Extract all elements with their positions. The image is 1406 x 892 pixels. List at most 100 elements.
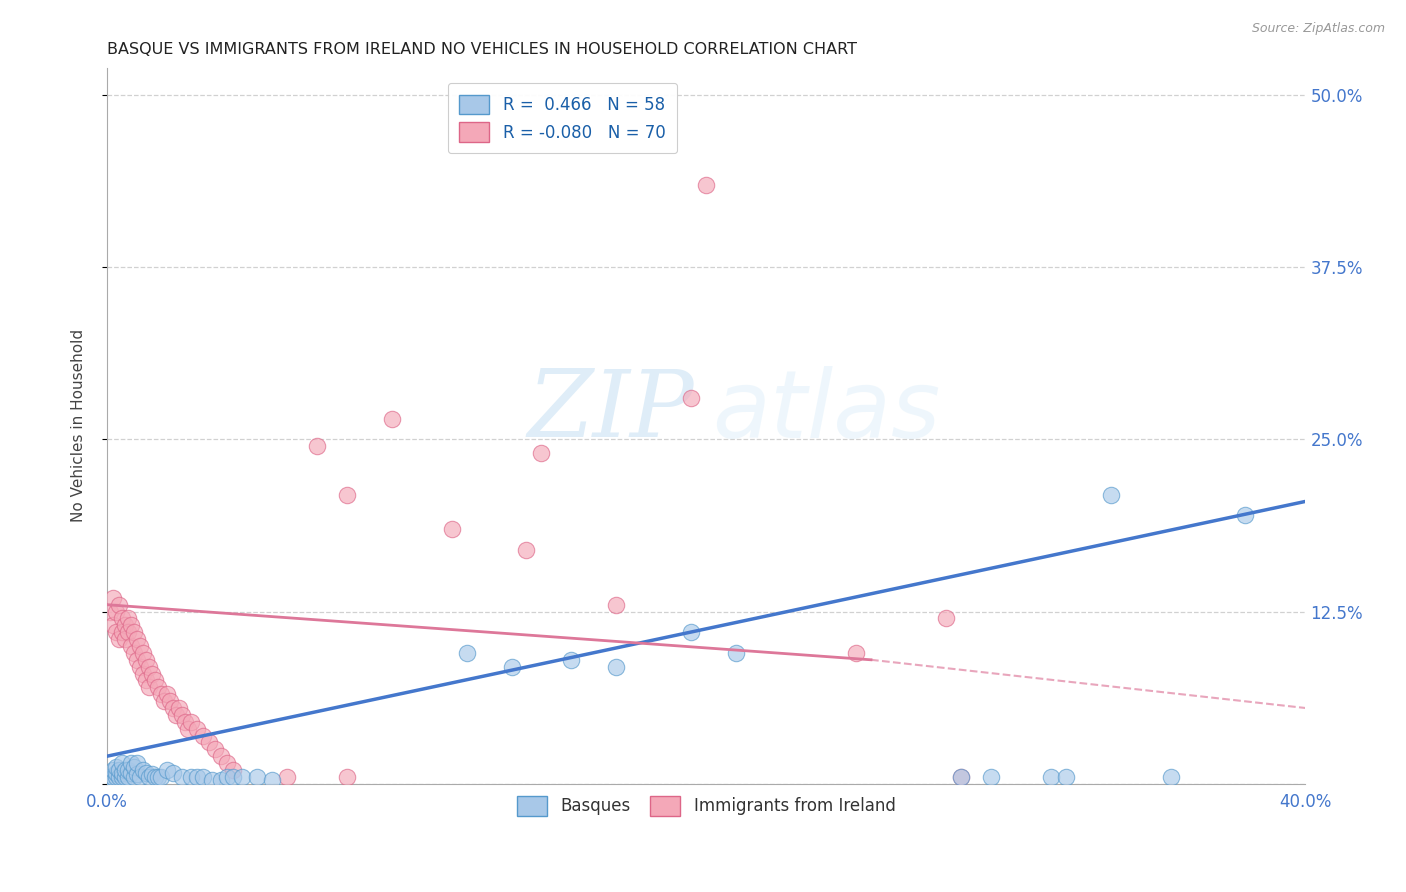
Point [336, 487, 359, 501]
Point [114, 632, 136, 647]
Point [117, 611, 139, 625]
Point [120, 756, 142, 770]
Point [150, 770, 173, 784]
Point [209, 749, 232, 764]
Legend: Basques, Immigrants from Ireland: Basques, Immigrants from Ireland [506, 786, 905, 825]
Point [120, 765, 142, 780]
Point [101, 770, 124, 784]
Point [111, 765, 134, 780]
Point [1234, 508, 1257, 523]
Point [120, 618, 142, 632]
Point [143, 770, 166, 784]
Point [108, 632, 131, 647]
Point [222, 763, 245, 777]
Point [125, 632, 148, 647]
Point [162, 765, 184, 780]
Point [138, 770, 160, 784]
Point [122, 760, 145, 774]
Point [111, 611, 134, 625]
Point [1099, 487, 1122, 501]
Point [681, 391, 703, 405]
Point [180, 770, 202, 784]
Point [174, 714, 197, 729]
Point [101, 591, 124, 605]
Point [170, 770, 193, 784]
Point [260, 772, 283, 787]
Point [949, 770, 972, 784]
Point [146, 681, 169, 695]
Point [198, 735, 221, 749]
Point [98, 770, 121, 784]
Point [336, 770, 359, 784]
Point [114, 763, 136, 777]
Point [101, 618, 124, 632]
Point [125, 756, 148, 770]
Point [132, 646, 155, 660]
Point [120, 639, 142, 653]
Point [191, 729, 214, 743]
Point [105, 760, 128, 774]
Point [98, 605, 121, 619]
Point [122, 770, 145, 784]
Point [456, 646, 478, 660]
Point [980, 770, 1002, 784]
Point [949, 770, 972, 784]
Point [105, 625, 128, 640]
Point [114, 770, 136, 784]
Text: BASQUE VS IMMIGRANTS FROM IRELAND NO VEHICLES IN HOUSEHOLD CORRELATION CHART: BASQUE VS IMMIGRANTS FROM IRELAND NO VEH… [107, 42, 858, 57]
Point [135, 673, 157, 688]
Point [129, 659, 152, 673]
Point [186, 770, 208, 784]
Point [305, 439, 328, 453]
Point [122, 625, 145, 640]
Point [105, 770, 128, 784]
Point [138, 659, 160, 673]
Point [156, 687, 179, 701]
Point [108, 763, 131, 777]
Point [186, 722, 208, 736]
Point [111, 770, 134, 784]
Point [125, 653, 148, 667]
Point [156, 763, 179, 777]
Point [209, 772, 232, 787]
Point [153, 694, 176, 708]
Point [165, 707, 187, 722]
Point [135, 765, 157, 780]
Point [105, 765, 128, 780]
Point [501, 659, 523, 673]
Point [204, 742, 226, 756]
Point [141, 767, 163, 781]
Point [117, 625, 139, 640]
Point [201, 772, 224, 787]
Point [935, 611, 957, 625]
Point [162, 701, 184, 715]
Point [129, 770, 152, 784]
Point [681, 625, 703, 640]
Point [725, 646, 748, 660]
Point [177, 722, 200, 736]
Point [215, 756, 238, 770]
Point [1054, 770, 1077, 784]
Point [138, 681, 160, 695]
Point [1039, 770, 1062, 784]
Point [530, 446, 553, 460]
Point [111, 625, 134, 640]
Point [146, 770, 169, 784]
Point [141, 666, 163, 681]
Point [150, 687, 173, 701]
Point [135, 653, 157, 667]
Point [605, 659, 627, 673]
Point [381, 412, 404, 426]
Point [122, 646, 145, 660]
Point [222, 770, 245, 784]
Point [129, 639, 152, 653]
Point [231, 770, 253, 784]
Point [246, 770, 269, 784]
Point [117, 763, 139, 777]
Point [132, 666, 155, 681]
Point [117, 770, 139, 784]
Text: atlas: atlas [711, 366, 941, 457]
Point [101, 763, 124, 777]
Point [170, 707, 193, 722]
Point [440, 522, 463, 536]
